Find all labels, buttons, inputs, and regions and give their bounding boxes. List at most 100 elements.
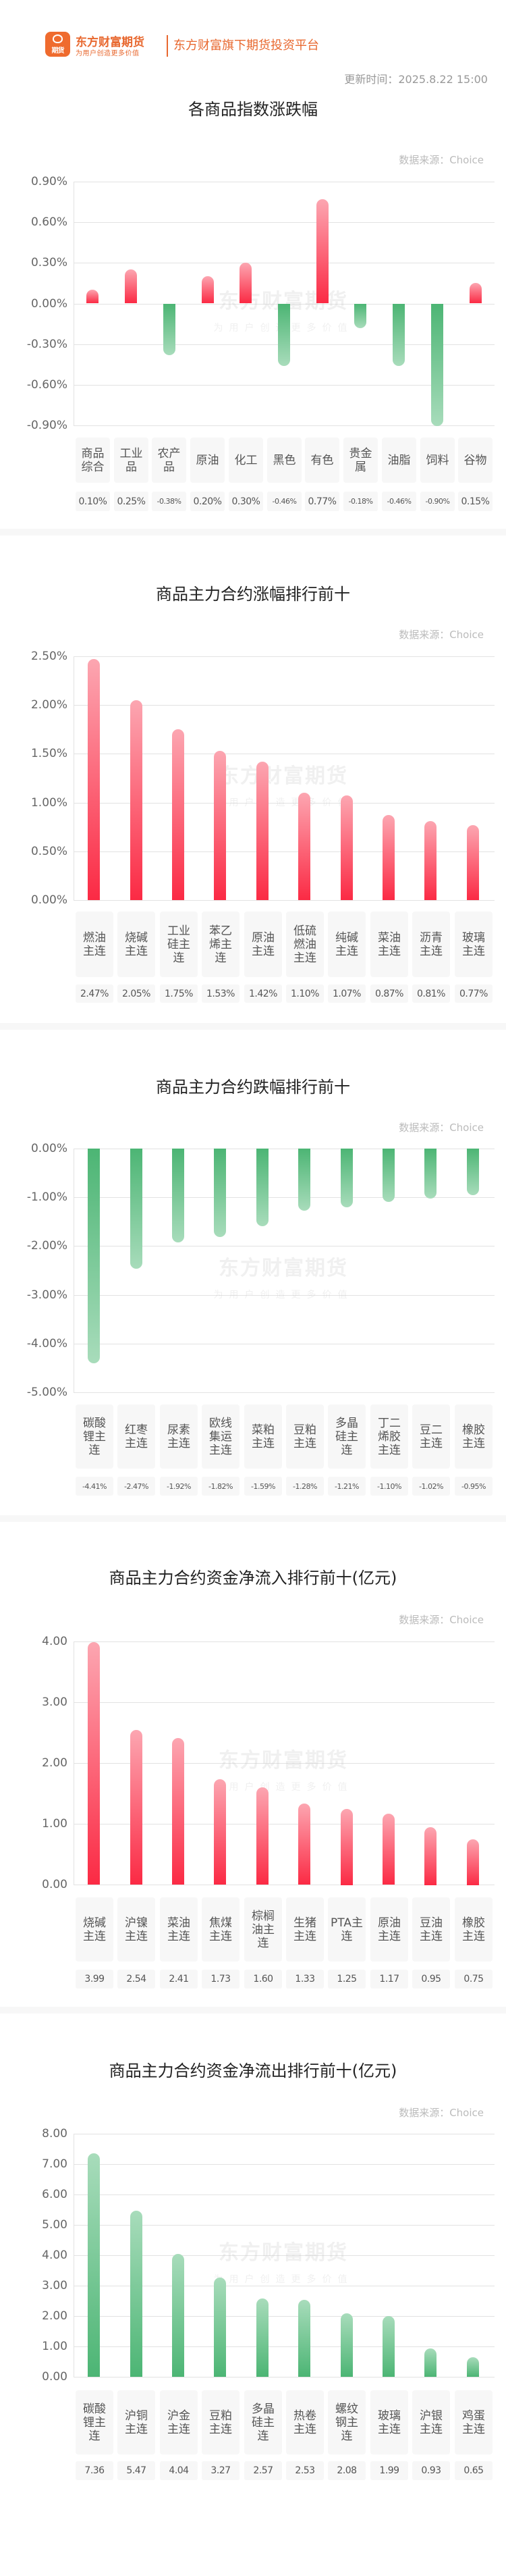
bar[interactable] <box>383 1814 395 1885</box>
bar[interactable] <box>202 276 214 303</box>
bar[interactable] <box>424 821 437 900</box>
value-label: -0.38% <box>152 492 186 511</box>
gridline <box>74 1763 495 1764</box>
bar[interactable] <box>298 1149 310 1211</box>
bar[interactable] <box>467 2357 479 2377</box>
category-label: 橡胶主连 <box>455 1404 493 1469</box>
gridline <box>74 2225 495 2226</box>
bar[interactable] <box>256 2298 269 2377</box>
data-source: 数据来源：Choice <box>399 1122 484 1134</box>
bar[interactable] <box>125 269 137 303</box>
category-label: 原油主连 <box>244 912 282 977</box>
category-label: 玻璃主连 <box>370 2390 408 2454</box>
bar[interactable] <box>383 815 395 900</box>
category-label: 燃油主连 <box>76 912 113 977</box>
bar[interactable] <box>130 2211 142 2377</box>
bar[interactable] <box>467 1149 479 1195</box>
bar[interactable] <box>172 1149 184 1242</box>
bar[interactable] <box>341 1809 353 1885</box>
value-label: -2.47% <box>117 1477 155 1496</box>
bar[interactable] <box>256 762 269 900</box>
brand-name: 东方财富期货 <box>76 36 144 49</box>
bar[interactable] <box>393 304 405 366</box>
bar[interactable] <box>130 1149 142 1269</box>
value-label: -1.92% <box>160 1477 198 1496</box>
category-label: 农产品 <box>152 438 186 483</box>
value-label: 1.60 <box>244 1970 282 1989</box>
category-label: 黑色 <box>267 438 302 483</box>
bar[interactable] <box>130 1730 142 1885</box>
bar[interactable] <box>383 2316 395 2377</box>
watermark-slogan: 为用户创造更多价值 <box>213 1289 354 1300</box>
category-label: 纯碱主连 <box>328 912 366 977</box>
bar[interactable] <box>341 2313 353 2377</box>
bar[interactable] <box>88 1642 100 1885</box>
bar[interactable] <box>214 1149 226 1237</box>
y-tick-label: 1.00 <box>42 1817 67 1831</box>
value-label: 0.77% <box>305 492 339 511</box>
category-label: 低硫燃油主连 <box>286 912 324 977</box>
bar[interactable] <box>470 283 482 303</box>
category-label: 菜粕主连 <box>244 1404 282 1469</box>
bar[interactable] <box>424 2348 437 2377</box>
value-label: 2.08 <box>328 2461 366 2480</box>
value-label: 1.07% <box>328 984 366 1003</box>
value-label: 0.20% <box>190 492 225 511</box>
bar[interactable] <box>256 1787 269 1885</box>
bar[interactable] <box>214 1779 226 1885</box>
bar[interactable] <box>341 1149 353 1207</box>
value-label: 1.17 <box>370 1970 408 1989</box>
bar[interactable] <box>88 659 100 900</box>
section-divider <box>0 1023 506 1030</box>
bar[interactable] <box>467 1839 479 1885</box>
value-label: -1.82% <box>202 1477 240 1496</box>
category-label: 棕榈油主连 <box>244 1897 282 1962</box>
value-label: 1.10% <box>286 984 324 1003</box>
bar[interactable] <box>130 700 142 900</box>
value-label: 3.27 <box>202 2461 240 2480</box>
bar[interactable] <box>383 1149 395 1202</box>
bar[interactable] <box>278 304 290 366</box>
bar[interactable] <box>424 1149 437 1199</box>
category-label: 原油 <box>190 438 225 483</box>
bar[interactable] <box>214 751 226 900</box>
bar[interactable] <box>88 1149 100 1363</box>
bar[interactable] <box>172 729 184 900</box>
y-tick-label: 6.00 <box>42 2188 67 2201</box>
bar[interactable] <box>256 1149 269 1226</box>
bar[interactable] <box>424 1827 437 1885</box>
bar[interactable] <box>172 2254 184 2377</box>
watermark-text: 东方财富期货 <box>219 764 348 788</box>
bar[interactable] <box>467 825 479 900</box>
y-tick-label: 0.00% <box>30 1142 67 1155</box>
bar[interactable] <box>354 304 366 328</box>
bar[interactable] <box>172 1738 184 1885</box>
value-label: 0.15% <box>458 492 493 511</box>
watermark-text: 东方财富期货 <box>219 1256 348 1280</box>
bar[interactable] <box>298 793 310 900</box>
bar[interactable] <box>86 290 99 303</box>
value-label: 0.77% <box>455 984 493 1003</box>
category-label: 原油主连 <box>370 1897 408 1962</box>
value-label: -0.46% <box>267 492 302 511</box>
section-divider <box>0 2007 506 2014</box>
category-label: 豆二主连 <box>412 1404 450 1469</box>
bar[interactable] <box>341 795 353 900</box>
bar[interactable] <box>298 2300 310 2377</box>
bar[interactable] <box>298 1804 310 1885</box>
category-label: 多晶硅主连 <box>328 1404 366 1469</box>
bar[interactable] <box>88 2153 100 2377</box>
category-label: 螺纹钢主连 <box>328 2390 366 2454</box>
bar[interactable] <box>240 263 252 303</box>
bar[interactable] <box>214 2278 226 2377</box>
bar[interactable] <box>163 304 175 355</box>
gridline <box>74 1641 495 1642</box>
logo-text: 期货 <box>51 47 65 55</box>
bar[interactable] <box>431 304 443 426</box>
y-tick-label: 0.00 <box>42 2370 67 2384</box>
gridline <box>74 1392 495 1393</box>
value-label: 2.47% <box>76 984 113 1003</box>
category-label: 烧碱主连 <box>117 912 155 977</box>
gridline <box>74 222 495 223</box>
bar[interactable] <box>316 199 329 303</box>
